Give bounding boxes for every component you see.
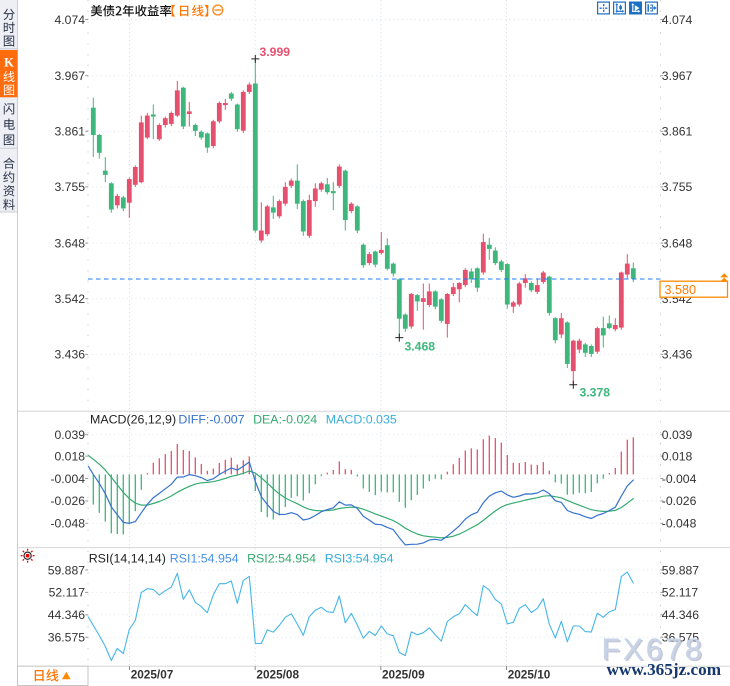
svg-text:44.346: 44.346 [662, 608, 699, 622]
svg-text:3.999: 3.999 [260, 45, 291, 59]
svg-text:36.575: 36.575 [662, 631, 699, 645]
svg-text:RSI3:54.954: RSI3:54.954 [325, 551, 394, 565]
svg-text:3.436: 3.436 [662, 348, 693, 362]
svg-text:2025/09: 2025/09 [382, 668, 425, 682]
svg-text:4.074: 4.074 [55, 13, 86, 27]
svg-text:3.755: 3.755 [662, 180, 693, 194]
svg-text:52.117: 52.117 [49, 586, 86, 600]
svg-text:59.887: 59.887 [662, 563, 699, 577]
svg-text:36.575: 36.575 [48, 631, 85, 645]
svg-text:3.861: 3.861 [55, 125, 86, 139]
svg-text:MACD(26,12,9): MACD(26,12,9) [90, 413, 176, 427]
svg-text:2025/10: 2025/10 [508, 668, 551, 682]
svg-text:-0.048: -0.048 [50, 517, 85, 531]
svg-text:DIFF:-0.007: DIFF:-0.007 [178, 413, 244, 427]
svg-text:44.346: 44.346 [48, 608, 85, 622]
svg-text:-0.026: -0.026 [50, 494, 85, 508]
svg-text:2025/07: 2025/07 [131, 668, 174, 682]
svg-text:3.967: 3.967 [662, 69, 693, 83]
svg-text:3.580: 3.580 [665, 283, 697, 297]
svg-text:-0.048: -0.048 [662, 517, 697, 531]
svg-text:3.648: 3.648 [55, 236, 86, 250]
svg-text:3.542: 3.542 [55, 292, 86, 306]
svg-text:www.365jz.com: www.365jz.com [607, 660, 722, 679]
svg-text:-0.026: -0.026 [662, 494, 697, 508]
svg-text:3.378: 3.378 [580, 386, 611, 400]
svg-text:FX678: FX678 [602, 633, 705, 667]
svg-text:3.468: 3.468 [405, 340, 436, 354]
svg-text:59.887: 59.887 [48, 563, 85, 577]
svg-text:MACD:0.035: MACD:0.035 [326, 413, 397, 427]
svg-text:-0.004: -0.004 [662, 472, 697, 486]
svg-text:RSI2:54.954: RSI2:54.954 [247, 551, 316, 565]
svg-text:RSI(14,14,14): RSI(14,14,14) [89, 551, 166, 565]
svg-text:3.755: 3.755 [55, 180, 86, 194]
svg-text:3.436: 3.436 [55, 348, 86, 362]
svg-text:0.018: 0.018 [662, 449, 693, 463]
svg-text:3.648: 3.648 [662, 236, 693, 250]
svg-text:0.039: 0.039 [662, 428, 693, 442]
svg-text:4.074: 4.074 [662, 13, 693, 27]
svg-text:-0.004: -0.004 [50, 472, 85, 486]
svg-text:K: K [4, 55, 14, 69]
svg-text:0.018: 0.018 [55, 449, 86, 463]
svg-text:2025/08: 2025/08 [256, 668, 299, 682]
svg-text:0.039: 0.039 [55, 428, 86, 442]
svg-text:DEA:-0.024: DEA:-0.024 [253, 413, 317, 427]
svg-text:3.967: 3.967 [55, 69, 86, 83]
svg-text:3.861: 3.861 [662, 125, 693, 139]
svg-text:52.117: 52.117 [662, 586, 699, 600]
svg-text:RSI1:54.954: RSI1:54.954 [170, 551, 239, 565]
svg-text:FX678: FX678 [603, 634, 706, 668]
